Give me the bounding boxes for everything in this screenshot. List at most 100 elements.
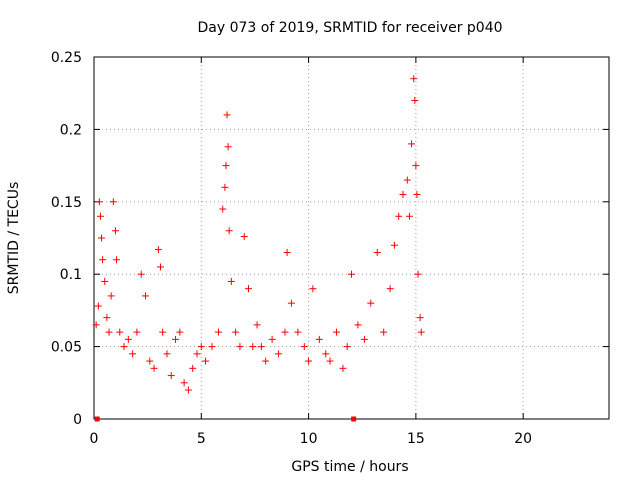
data-point <box>332 328 340 336</box>
y-tick-label: 0.25 <box>51 50 82 66</box>
data-point <box>287 299 295 307</box>
y-tick-label: 0.15 <box>51 195 82 211</box>
data-point <box>137 270 145 278</box>
data-point <box>395 212 403 220</box>
data-point <box>163 350 171 358</box>
data-point <box>386 285 394 293</box>
data-point <box>107 292 115 300</box>
data-point <box>116 328 124 336</box>
data-point <box>113 256 121 264</box>
x-tick-label: 10 <box>300 431 318 447</box>
data-point <box>410 75 418 83</box>
data-point <box>202 357 210 365</box>
grid-lines <box>94 57 609 419</box>
data-point <box>399 191 407 199</box>
data-point <box>92 321 100 329</box>
data-point <box>283 248 291 256</box>
data-point <box>354 321 362 329</box>
data-point <box>360 335 368 343</box>
data-point <box>214 328 222 336</box>
data-point <box>180 379 188 387</box>
data-point <box>408 140 416 148</box>
data-point <box>157 263 165 271</box>
data-point <box>111 227 119 235</box>
data-point <box>98 234 106 242</box>
data-point <box>150 364 158 372</box>
data-point <box>105 328 113 336</box>
data-point <box>403 176 411 184</box>
data-point <box>120 343 128 351</box>
data-point <box>309 285 317 293</box>
chart-title: Day 073 of 2019, SRMTID for receiver p04… <box>197 20 502 36</box>
data-point <box>101 277 109 285</box>
data-point <box>339 364 347 372</box>
data-point <box>99 256 107 264</box>
data-point <box>103 314 111 322</box>
data-point <box>326 357 334 365</box>
data-point <box>176 328 184 336</box>
data-point <box>348 270 355 278</box>
data-point <box>380 328 388 336</box>
data-point <box>146 357 154 365</box>
data-point <box>96 212 104 220</box>
data-point <box>236 343 244 351</box>
data-point <box>268 335 276 343</box>
data-point <box>275 350 283 358</box>
data-point <box>249 343 257 351</box>
y-tick-label: 0.2 <box>60 122 82 138</box>
data-point <box>417 328 425 336</box>
data-point <box>142 292 149 300</box>
data-point <box>189 364 197 372</box>
data-point <box>225 227 233 235</box>
axis-marker <box>351 416 357 422</box>
data-point <box>300 343 308 351</box>
data-point <box>305 357 313 365</box>
data-point <box>232 328 240 336</box>
data-point <box>367 299 375 307</box>
x-axis-label: GPS time / hours <box>291 459 408 475</box>
data-point <box>413 191 421 199</box>
data-point <box>172 335 180 343</box>
data-point <box>411 96 419 104</box>
data-point <box>322 350 330 358</box>
data-point <box>412 162 420 170</box>
data-point <box>197 343 205 351</box>
data-point <box>167 372 175 380</box>
axis-marker <box>94 416 100 422</box>
x-tick-label: 20 <box>514 431 532 447</box>
data-point <box>224 143 232 151</box>
axis-ticks: 0 5 10 15 20 0 0.05 0.1 0.15 0.2 0.25 <box>51 50 609 447</box>
data-point <box>245 285 252 293</box>
data-point <box>373 248 381 256</box>
data-point <box>405 212 413 220</box>
x-tick-label: 15 <box>407 431 425 447</box>
y-tick-label: 0.1 <box>60 267 82 283</box>
data-point <box>414 270 422 278</box>
data-point <box>223 111 231 119</box>
data-points <box>92 75 425 422</box>
data-point <box>193 350 201 358</box>
data-point <box>129 350 137 358</box>
data-point <box>95 198 103 206</box>
data-point <box>262 357 270 365</box>
data-point <box>257 343 265 351</box>
data-point <box>154 246 162 254</box>
data-point <box>208 343 216 351</box>
data-point <box>281 328 289 336</box>
data-point <box>221 183 229 191</box>
data-point <box>159 328 167 336</box>
data-point <box>416 314 424 322</box>
data-point <box>343 343 351 351</box>
data-point <box>390 241 398 249</box>
data-point <box>315 335 323 343</box>
data-point <box>109 198 117 206</box>
plot-frame <box>93 56 610 420</box>
y-tick-label: 0 <box>73 412 82 428</box>
data-point <box>219 205 227 213</box>
data-point <box>227 277 235 285</box>
y-tick-label: 0.05 <box>51 340 82 356</box>
data-point <box>240 233 248 241</box>
data-point <box>294 328 302 336</box>
data-point <box>133 328 141 336</box>
